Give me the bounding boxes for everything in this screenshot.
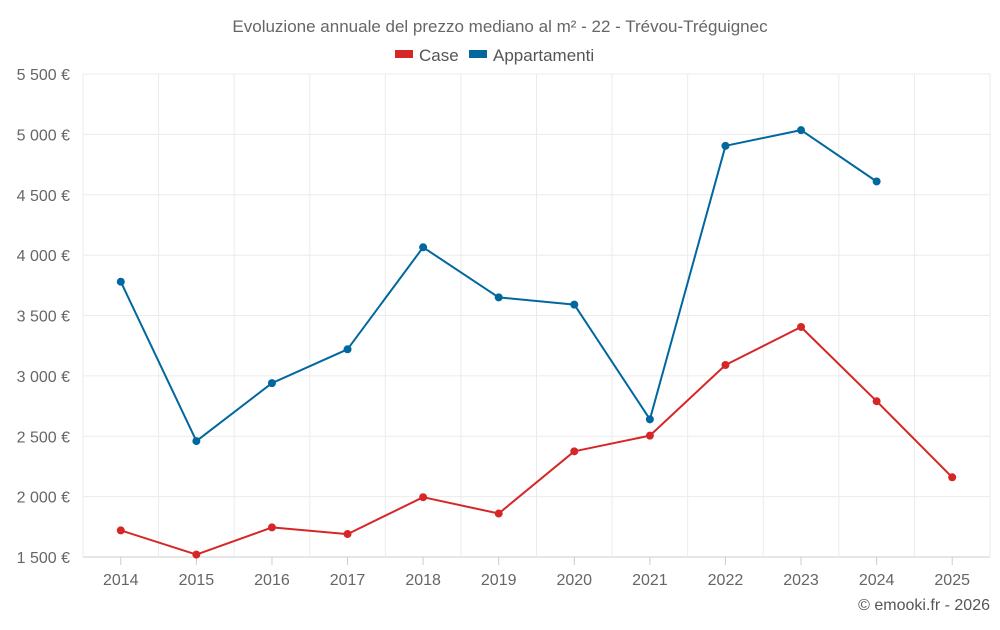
data-point-case-2023[interactable] [797, 322, 806, 331]
x-tick-label: 2020 [556, 572, 592, 589]
x-tick-label: 2022 [708, 572, 744, 589]
series-group [116, 126, 957, 559]
data-point-case-2018[interactable] [419, 493, 428, 502]
data-point-appartamenti-2024[interactable] [872, 177, 881, 186]
x-tick-label: 2018 [405, 572, 441, 589]
data-point-case-2025[interactable] [948, 473, 957, 482]
data-point-case-2024[interactable] [872, 397, 881, 406]
data-point-case-2017[interactable] [343, 530, 352, 539]
series-line-case [120, 326, 953, 556]
y-tick-label: 2 500 € [17, 429, 70, 446]
data-point-appartamenti-2015[interactable] [192, 437, 201, 446]
data-point-appartamenti-2016[interactable] [267, 379, 276, 388]
legend-label-appartamenti[interactable]: Appartamenti [493, 46, 594, 65]
x-tick-label: 2014 [103, 572, 139, 589]
x-tick-label: 2017 [330, 572, 366, 589]
data-point-appartamenti-2023[interactable] [797, 126, 806, 135]
x-tick-label: 2024 [859, 572, 895, 589]
data-point-case-2015[interactable] [192, 550, 201, 559]
y-tick-label: 3 000 € [17, 369, 70, 386]
x-tick-label: 2023 [783, 572, 819, 589]
data-point-case-2020[interactable] [570, 447, 579, 456]
y-tick-label: 4 000 € [17, 248, 70, 265]
x-axis-labels: 2014 2015 2016 2017 2018 2019 2020 2021 2022 2023… [103, 557, 970, 589]
legend[interactable]: Case Appartamenti [395, 46, 594, 65]
y-tick-label: 3 500 € [17, 309, 70, 326]
data-point-appartamenti-2017[interactable] [343, 345, 352, 354]
data-point-case-2014[interactable] [116, 526, 125, 535]
data-point-appartamenti-2022[interactable] [721, 141, 730, 150]
x-tick-label: 2019 [481, 572, 517, 589]
legend-label-case[interactable]: Case [419, 46, 459, 65]
series-case [116, 322, 957, 559]
data-point-case-2022[interactable] [721, 361, 730, 370]
data-point-appartamenti-2014[interactable] [116, 277, 125, 286]
x-tick-label: 2016 [254, 572, 290, 589]
data-point-appartamenti-2021[interactable] [645, 415, 654, 424]
y-tick-label: 4 500 € [17, 188, 70, 205]
credit-text: © emooki.fr - 2026 [858, 597, 990, 614]
data-point-appartamenti-2020[interactable] [570, 300, 579, 309]
x-tick-label: 2025 [934, 572, 970, 589]
legend-swatch-case [395, 50, 413, 58]
y-tick-label: 5 000 € [17, 127, 70, 144]
data-point-case-2021[interactable] [645, 431, 654, 440]
x-tick-label: 2021 [632, 572, 668, 589]
chart-title: Evoluzione annuale del prezzo mediano al… [232, 17, 768, 36]
y-tick-label: 2 000 € [17, 490, 70, 507]
x-tick-label: 2015 [179, 572, 215, 589]
grid [82, 73, 991, 558]
data-point-appartamenti-2019[interactable] [494, 293, 503, 302]
y-axis-labels: 1 500 € 2 000 € 2 500 € 3 000 € 3 500 € 4 000… [17, 67, 70, 567]
y-tick-label: 1 500 € [17, 550, 70, 567]
data-point-appartamenti-2018[interactable] [419, 243, 428, 252]
legend-swatch-appartamenti [469, 50, 487, 58]
y-tick-label: 5 500 € [17, 67, 70, 84]
data-point-case-2016[interactable] [267, 523, 276, 532]
series-appartamenti [116, 126, 881, 446]
data-point-case-2019[interactable] [494, 509, 503, 518]
